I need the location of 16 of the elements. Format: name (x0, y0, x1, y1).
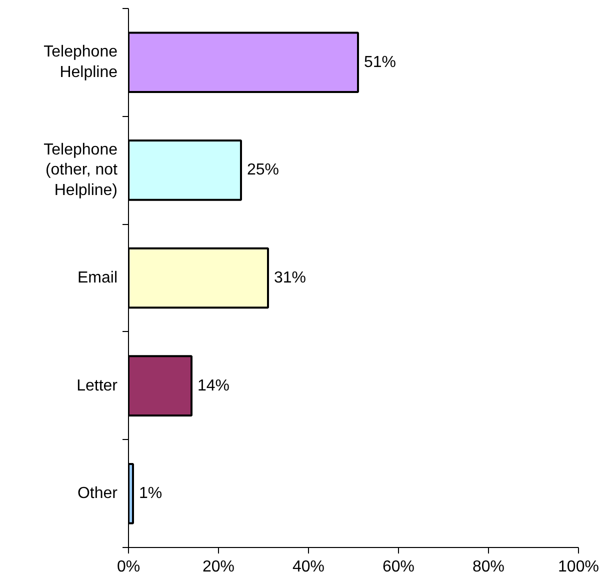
y-tick-label: Email (77, 270, 118, 286)
data-label: 25% (247, 162, 280, 179)
x-tick-label: 60% (382, 558, 415, 576)
y-tick-label: Letter (76, 377, 118, 394)
y-tick-label: Telephone Helpline (44, 44, 118, 82)
x-tick-label: 100% (558, 558, 599, 576)
y-tick-label: Telephone (other, not Helpline) (44, 141, 118, 200)
data-label: 31% (274, 270, 306, 286)
data-label: 51% (364, 54, 396, 71)
y-tick-label: Other (77, 485, 118, 502)
x-tick-label: 40% (292, 558, 325, 576)
data-label: 14% (198, 377, 230, 394)
x-tick-label: 0% (116, 558, 140, 576)
x-tick-label: 20% (202, 558, 235, 576)
data-label: 1% (139, 485, 162, 502)
x-tick-label: 80% (472, 558, 505, 576)
